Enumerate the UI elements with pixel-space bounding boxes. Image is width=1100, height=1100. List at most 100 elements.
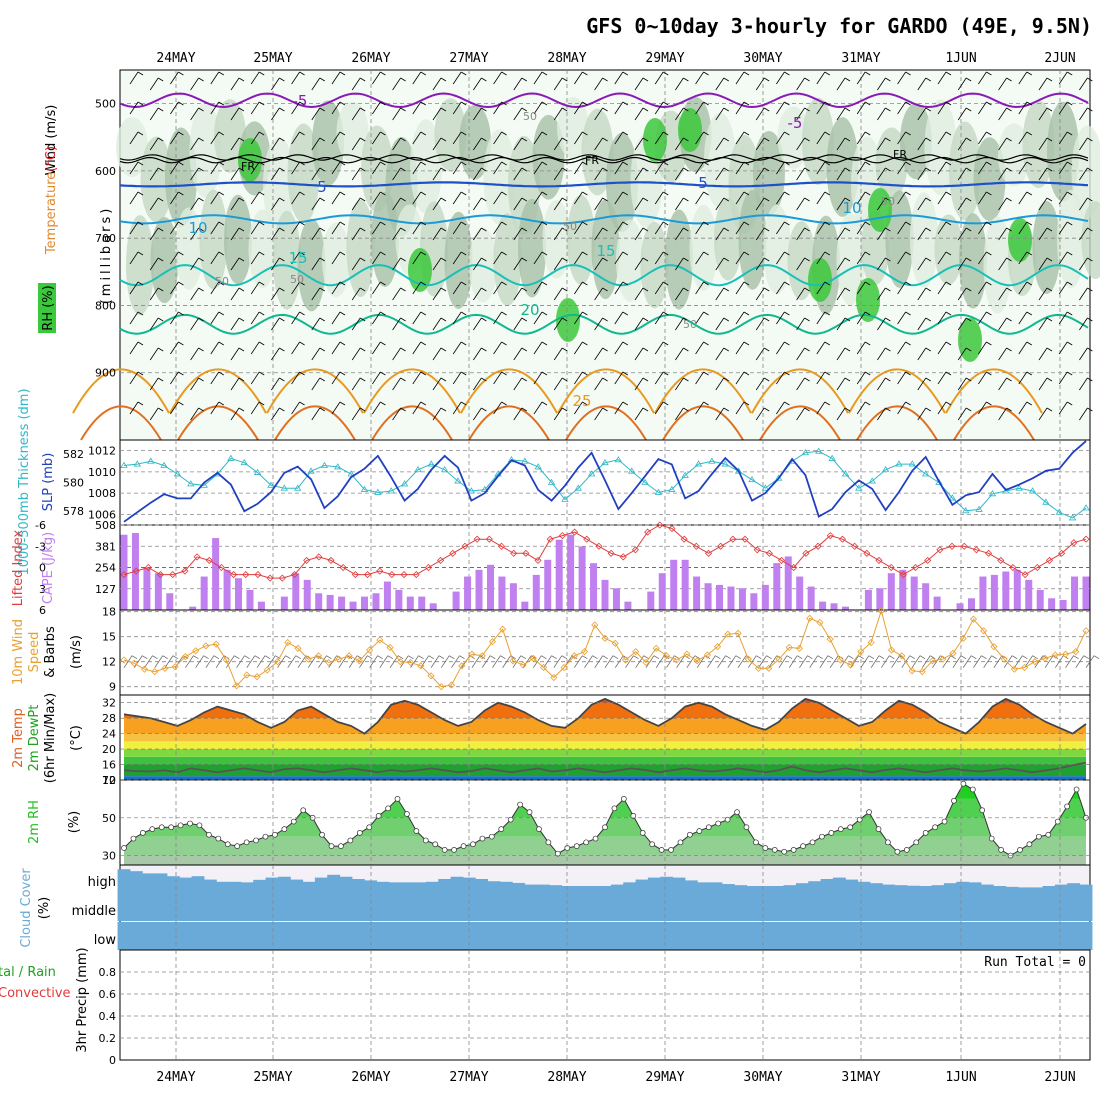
cloud-bar-high (635, 879, 649, 893)
wind-barb (170, 101, 179, 115)
cloud-bar-high (857, 881, 871, 893)
wind-barb (149, 257, 159, 271)
wind-barb (877, 137, 886, 151)
wind-barb-flag (501, 161, 507, 166)
li-point (765, 549, 773, 557)
wind-barb (675, 137, 684, 151)
wind-barb (695, 281, 704, 295)
cape-bar (464, 576, 472, 610)
wind-barb-flag (864, 101, 871, 106)
wind-barb-flag (662, 131, 669, 136)
wind-barb (957, 377, 967, 391)
wind10-barb-flag (582, 655, 588, 660)
wind-barb (917, 137, 927, 151)
wind-barb (210, 311, 220, 325)
cloud-bar-middle (265, 893, 279, 921)
wind-barb (836, 287, 846, 301)
wind-barb-flag (541, 281, 548, 286)
wind-barb-flag (218, 251, 225, 256)
wind-barb (149, 407, 159, 421)
cloud-bar-high (290, 879, 304, 893)
rh2m-point (422, 837, 429, 844)
wind10-point (273, 658, 282, 666)
li-point (558, 532, 566, 540)
wind-barb-flag (804, 287, 810, 292)
wind10-point (181, 653, 189, 661)
wind-barb (675, 107, 684, 121)
rh-shade (312, 100, 344, 186)
wind-barb-flag (319, 317, 326, 322)
cloud-bar-low (216, 922, 230, 950)
wind-barb-flag (622, 371, 629, 376)
wind-barb (796, 317, 805, 331)
wind-barb-flag (460, 221, 467, 226)
wind-barb (331, 371, 341, 385)
panel-labels: Wind (m/s) Temperature(°C) RH (%) (milli… (0, 105, 114, 1053)
top-date-label: 28MAY (547, 51, 586, 66)
wind-barb-flag (743, 341, 750, 346)
cape-bar (315, 593, 323, 610)
wind-barb (1058, 311, 1068, 325)
li-point (948, 542, 956, 550)
cloud-bar-middle (314, 893, 328, 921)
wind-barb (594, 347, 603, 361)
rh-shade (753, 130, 785, 216)
rh2m-point (215, 835, 222, 842)
wind-barb-flag (400, 137, 406, 142)
rh2m-point (441, 847, 448, 853)
wind10-barb-flag (193, 655, 199, 660)
li-point (230, 571, 238, 579)
wind-barb-flag (238, 167, 245, 172)
wind-barb (432, 407, 442, 421)
wind-barb-flag (420, 101, 427, 106)
wind-barb-flag (339, 341, 346, 346)
wind-barb-flag (440, 287, 447, 292)
pressure-tick-label: 800 (95, 299, 116, 312)
wind-barb (473, 257, 482, 271)
thickness-point (694, 460, 703, 467)
wind10-barb-flag (561, 655, 568, 660)
wind-barb-flag (299, 221, 305, 226)
wind10-barb-flag (530, 655, 537, 660)
rh2m-point (328, 843, 335, 849)
cloud-bar-middle (1017, 893, 1031, 921)
wind-barb-flag (440, 407, 447, 412)
cloud-bar-low (783, 922, 797, 950)
wind-barb (957, 77, 967, 91)
wind-barb (311, 227, 321, 241)
rh2m-point (413, 828, 420, 834)
rh2m-point (583, 839, 589, 846)
rh-shade (836, 213, 865, 306)
cape-bar (1059, 599, 1067, 610)
wind-barb-flag (440, 167, 447, 172)
wind-barb-flag (905, 71, 911, 76)
wind-barb (735, 281, 745, 295)
wind-barb (634, 257, 644, 271)
wind-barb-flag (279, 227, 285, 232)
wind-barb (452, 371, 462, 385)
rh2m-point (1035, 833, 1042, 840)
wind-barb (836, 107, 846, 121)
wind10-barb-flag (848, 655, 854, 660)
wind-barb (129, 191, 139, 205)
wind-barb-flag (339, 161, 346, 166)
wind-barb (129, 281, 139, 295)
li-point (242, 571, 250, 579)
cloud-bar-high (795, 883, 809, 893)
wind-barb-flag (501, 71, 507, 76)
precip-plot-area (119, 949, 1091, 1061)
wind-barb (432, 287, 442, 301)
wind-barb (553, 167, 563, 181)
wind-barb-flag (178, 311, 184, 316)
wind-barb-flag (157, 227, 164, 232)
wind-barb (250, 311, 260, 325)
cloud-bar-high (425, 881, 439, 893)
thickness-point (1042, 498, 1050, 505)
wind10-barb-flag (264, 655, 271, 660)
cloud-bar-high (462, 877, 476, 893)
wind-barb-flag (945, 341, 952, 346)
cloud-unit-label: (%) (37, 897, 52, 920)
wind-barb (1079, 77, 1088, 91)
rh2m-point (979, 807, 986, 814)
